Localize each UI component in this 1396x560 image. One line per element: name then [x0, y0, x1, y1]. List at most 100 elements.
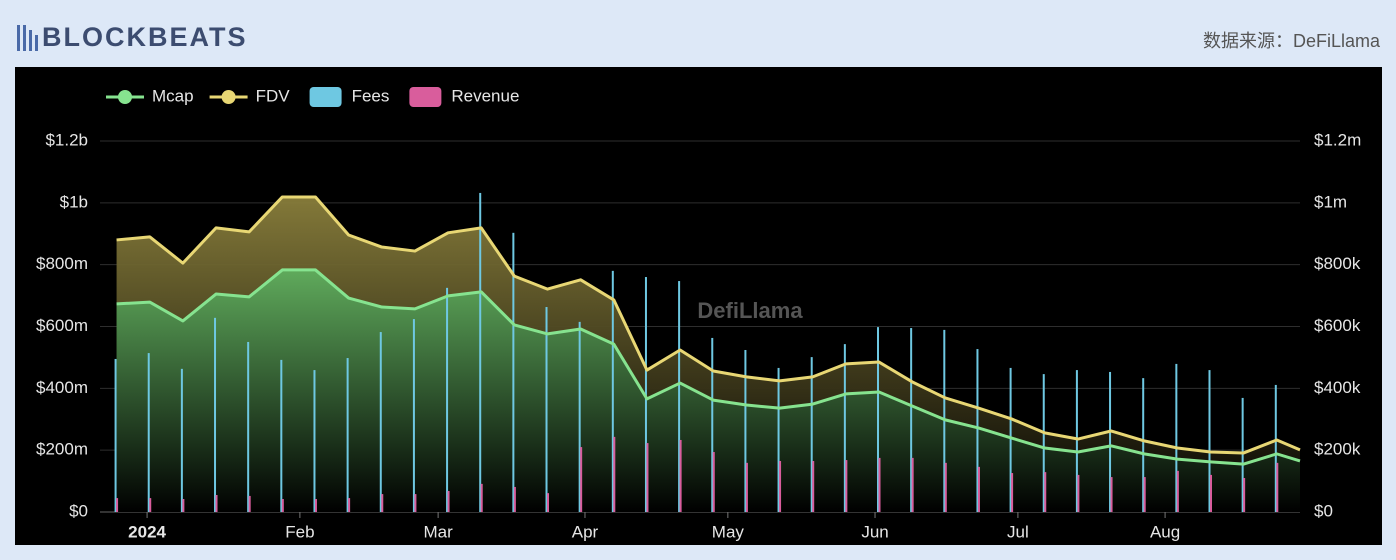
- bar: [810, 357, 813, 512]
- x-tick-label: May: [712, 522, 745, 541]
- y2-tick-label: $1m: [1314, 192, 1347, 211]
- bar: [744, 349, 747, 512]
- bar: [381, 494, 384, 512]
- x-tick-label: Aug: [1150, 522, 1180, 541]
- bar: [745, 462, 748, 512]
- bar: [379, 332, 382, 512]
- logo: BLOCKBEATS: [17, 22, 248, 52]
- bar: [613, 436, 616, 512]
- y-tick-label: $1.2b: [45, 130, 88, 149]
- x-tick-label: Jul: [1007, 522, 1029, 541]
- bar: [1009, 367, 1012, 512]
- bar: [1110, 477, 1113, 512]
- bar: [1109, 371, 1112, 512]
- bar: [977, 466, 980, 512]
- bar: [976, 349, 979, 512]
- legend-swatch: [409, 87, 442, 107]
- bar: [812, 460, 815, 512]
- bar: [1075, 370, 1078, 512]
- watermark: DefiLlama: [697, 298, 803, 323]
- bar: [646, 443, 649, 512]
- bar: [1209, 474, 1212, 512]
- bar: [447, 490, 450, 512]
- y-tick-label: $600m: [36, 316, 88, 335]
- bar: [180, 368, 183, 512]
- legend-label: Fees: [352, 86, 390, 105]
- y-tick-label: $400m: [36, 378, 88, 397]
- bar: [1042, 374, 1045, 512]
- bar: [545, 307, 548, 512]
- bar: [843, 344, 846, 512]
- x-tick-label: Jun: [861, 522, 888, 541]
- y-tick-label: $0: [69, 501, 88, 520]
- bar: [944, 462, 947, 512]
- x-tick-label: Feb: [285, 522, 314, 541]
- bar: [314, 499, 317, 512]
- bar: [479, 192, 482, 512]
- legend-swatch: [309, 87, 342, 107]
- legend-label: FDV: [256, 86, 291, 105]
- bar: [313, 370, 316, 512]
- bar: [1276, 462, 1279, 512]
- line: [116, 195, 1301, 455]
- bar: [512, 232, 515, 512]
- y2-tick-label: $800k: [1314, 254, 1361, 273]
- bar: [215, 494, 218, 512]
- bar: [1175, 363, 1178, 512]
- x-tick-label: 2024: [128, 522, 166, 541]
- bar: [611, 270, 614, 512]
- bar: [877, 327, 880, 512]
- bar: [480, 483, 483, 512]
- bar: [777, 367, 780, 512]
- y-tick-label: $800m: [36, 254, 88, 273]
- bar: [513, 486, 516, 512]
- y2-tick-label: $400k: [1314, 378, 1361, 397]
- y2-tick-label: $600k: [1314, 316, 1361, 335]
- bar: [182, 499, 185, 512]
- bar: [412, 319, 415, 512]
- bar: [281, 499, 284, 512]
- y2-tick-label: $1.2m: [1314, 130, 1361, 149]
- bar: [910, 328, 913, 512]
- bar: [248, 495, 251, 512]
- bar: [280, 359, 283, 512]
- bar: [1143, 477, 1146, 512]
- source: 数据来源：DeFiLlama: [1203, 31, 1381, 51]
- bar: [547, 493, 550, 512]
- bar: [1274, 384, 1277, 512]
- bar: [1176, 470, 1179, 512]
- bar: [578, 321, 581, 512]
- logo-text: BLOCKBEATS: [42, 22, 248, 52]
- bar: [114, 358, 117, 512]
- bar: [446, 287, 449, 512]
- bar: [911, 457, 914, 512]
- bar: [348, 498, 351, 512]
- bar: [678, 281, 681, 512]
- bar: [414, 494, 417, 512]
- bar: [712, 452, 715, 512]
- bar: [1241, 397, 1244, 512]
- bar: [1044, 472, 1047, 512]
- bar: [779, 460, 782, 512]
- x-tick-label: Apr: [572, 522, 599, 541]
- bar: [214, 317, 217, 512]
- bar: [1011, 473, 1014, 512]
- y-tick-label: $200m: [36, 440, 88, 459]
- bar: [878, 457, 881, 512]
- y-tick-label: $1b: [60, 192, 88, 211]
- bar: [1243, 477, 1246, 512]
- bar: [679, 439, 682, 512]
- x-tick-label: Mar: [423, 522, 453, 541]
- area-fill: [116, 269, 1300, 512]
- bar: [147, 353, 150, 512]
- legend-label: Mcap: [152, 86, 194, 105]
- line: [116, 268, 1301, 466]
- bar: [580, 447, 583, 512]
- legend-swatch: [118, 90, 132, 104]
- y2-tick-label: $200k: [1314, 440, 1361, 459]
- bar: [1208, 370, 1211, 512]
- bar: [247, 341, 250, 512]
- bar: [1142, 378, 1145, 512]
- bar: [346, 358, 349, 512]
